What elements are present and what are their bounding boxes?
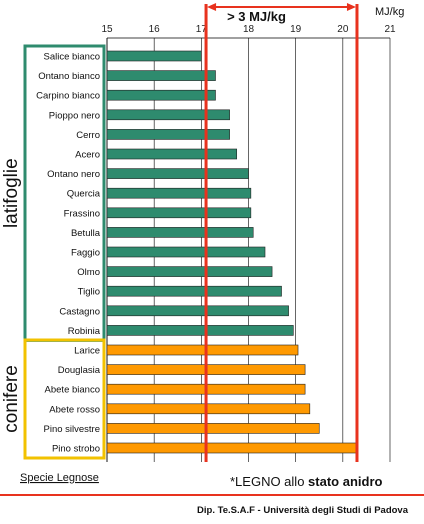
bar	[106, 129, 230, 140]
footer-text: Dip. Te.S.A.F - Università degli Studi d…	[197, 505, 409, 516]
category-label: Larice	[74, 346, 100, 357]
x-tick-label: 21	[384, 24, 396, 35]
x-axis-ticks: 15 16 17 18 19 20 21	[101, 24, 396, 35]
bar	[106, 187, 252, 199]
x-tick-label: 18	[243, 24, 255, 35]
x-tick-label: 17	[196, 24, 208, 35]
bar	[106, 325, 294, 336]
category-label: Cerro	[76, 130, 100, 141]
bar	[106, 285, 282, 297]
bar	[106, 50, 202, 62]
bar	[106, 70, 216, 81]
category-label: Salice bianco	[43, 52, 100, 63]
bar	[106, 344, 299, 356]
note-prefix: *LEGNO allo	[230, 474, 308, 489]
bar	[106, 227, 254, 238]
annotation: > 3 MJ/kg	[204, 3, 359, 462]
annotation-arrowhead-left	[207, 3, 217, 11]
category-label: Pioppo nero	[49, 110, 100, 121]
category-label: Ontano nero	[47, 169, 100, 180]
unit-label: MJ/kg	[375, 6, 404, 18]
category-label: Abete bianco	[45, 385, 100, 396]
x-tick-label: 20	[337, 24, 349, 35]
bar	[106, 266, 273, 277]
category-label: Acero	[75, 150, 100, 161]
category-label: Douglasia	[58, 365, 101, 376]
bar	[106, 109, 230, 121]
category-label: Frassino	[64, 208, 100, 219]
bar	[106, 403, 311, 415]
note-label: *LEGNO allo stato anidro	[230, 474, 383, 489]
bar	[106, 168, 249, 179]
category-label: Pino silvestre	[44, 424, 101, 435]
bar	[106, 305, 289, 317]
bar	[106, 442, 358, 454]
category-axis-label: Specie Legnose	[20, 472, 99, 484]
category-labels: Salice bianco Ontano bianco Carpino bianco…	[36, 52, 101, 455]
category-label: Robinia	[68, 326, 101, 337]
category-label: Betulla	[71, 228, 101, 239]
bar	[106, 246, 266, 258]
x-tick-label: 15	[101, 24, 113, 35]
group-boxes: latifoglie conifere	[1, 44, 106, 460]
x-tick-label: 19	[290, 24, 302, 35]
bar	[106, 89, 216, 101]
bar	[106, 148, 238, 160]
group-box	[23, 338, 106, 460]
category-label: Abete rosso	[49, 404, 100, 415]
category-label: Pino strobo	[52, 444, 100, 455]
category-label: Olmo	[77, 267, 100, 278]
bar	[106, 423, 320, 434]
category-label: Carpino bianco	[36, 91, 100, 102]
group-label: conifere	[1, 365, 22, 433]
bar	[106, 207, 252, 219]
group-label: latifoglie	[1, 158, 22, 228]
annotation-label: > 3 MJ/kg	[227, 9, 286, 24]
annotation-arrowhead-right	[346, 3, 356, 11]
category-label: Quercia	[67, 189, 101, 200]
category-label: Faggio	[71, 248, 100, 259]
category-label: Tiglio	[78, 287, 100, 298]
category-label: Ontano bianco	[38, 71, 100, 82]
bars	[106, 50, 358, 454]
x-tick-label: 16	[149, 24, 161, 35]
note-bold: stato anidro	[308, 474, 382, 489]
category-label: Castagno	[59, 306, 100, 317]
